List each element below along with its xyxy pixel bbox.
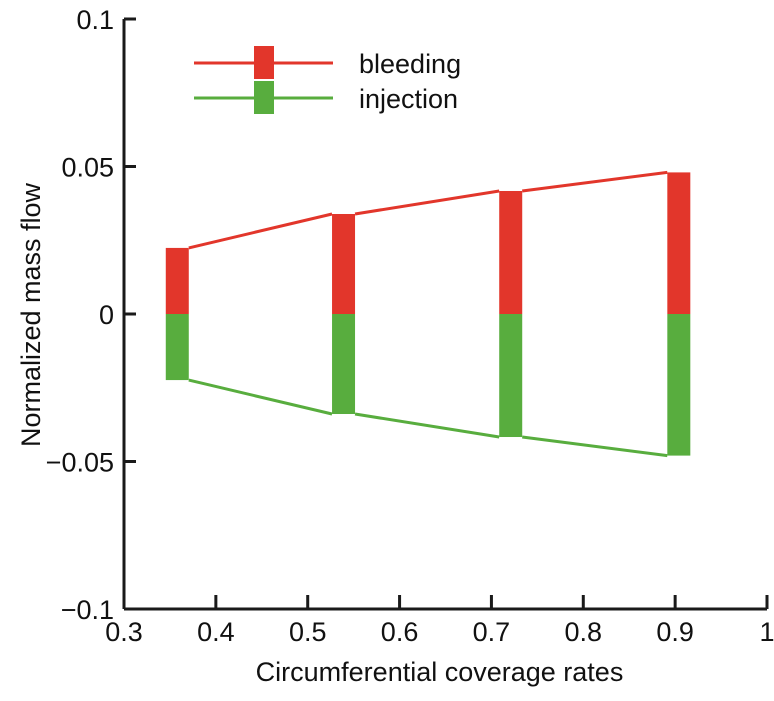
- x-ticks: 0.3 0.4 0.5 0.6 0.7 0.8 0.9 1: [105, 595, 774, 647]
- y-tick-label: −0.1: [61, 595, 114, 625]
- x-tick-label: 0.6: [381, 617, 419, 647]
- x-tick-label: 0.3: [105, 617, 143, 647]
- x-tick-label: 0.4: [197, 617, 235, 647]
- y-tick-label: 0.05: [61, 153, 114, 183]
- legend-item-bleeding: bleeding: [194, 46, 461, 79]
- x-tick-label: 0.8: [565, 617, 603, 647]
- bar-injection: [165, 314, 189, 381]
- connector-lines-layer: [188, 170, 668, 458]
- legend-swatch-bleeding: [254, 46, 274, 79]
- x-tick-label: 0.7: [473, 617, 511, 647]
- legend-label-injection: injection: [359, 84, 458, 114]
- bar-bleeding: [499, 190, 523, 314]
- bars-layer: [165, 172, 691, 456]
- connector-line-bleeding: [188, 170, 668, 250]
- legend-label-bleeding: bleeding: [359, 49, 461, 79]
- connector-line-injection: [188, 378, 668, 458]
- y-tick-label: 0: [99, 300, 114, 330]
- bar-bleeding: [165, 247, 189, 314]
- y-ticks: 0.1 0.05 0 −0.05 −0.1: [46, 5, 136, 625]
- y-tick-label: 0.1: [76, 5, 114, 35]
- bar-injection: [499, 314, 523, 438]
- bar-injection: [667, 314, 691, 456]
- y-axis-label: Normalized mass flow: [16, 182, 46, 447]
- bar-injection: [332, 314, 356, 415]
- x-tick-label: 0.9: [656, 617, 694, 647]
- bar-bleeding: [332, 213, 356, 314]
- legend: bleeding injection: [194, 46, 461, 114]
- x-tick-label: 0.5: [289, 617, 327, 647]
- x-tick-label: 1: [759, 617, 774, 647]
- bar-bleeding: [667, 172, 691, 314]
- legend-item-injection: injection: [194, 81, 458, 114]
- legend-swatch-injection: [254, 81, 274, 114]
- x-axis-label: Circumferential coverage rates: [256, 657, 624, 687]
- y-tick-label: −0.05: [46, 448, 114, 478]
